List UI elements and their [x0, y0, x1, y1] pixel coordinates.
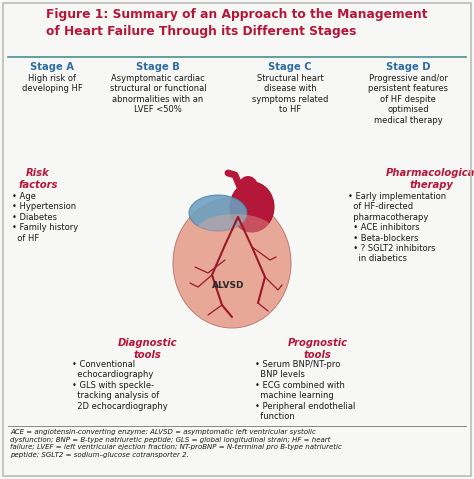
- Text: • Age
• Hypertension
• Diabetes
• Family history
  of HF: • Age • Hypertension • Diabetes • Family…: [12, 192, 78, 242]
- Text: Diagnostic
tools: Diagnostic tools: [118, 338, 178, 360]
- Text: Prognostic
tools: Prognostic tools: [288, 338, 348, 360]
- Ellipse shape: [173, 198, 291, 328]
- Text: • Conventional
  echocardiography
• GLS with speckle-
  tracking analysis of
  2: • Conventional echocardiography • GLS wi…: [72, 360, 168, 411]
- Text: • Serum BNP/NT-pro
  BNP levels
• ECG combined with
  machine learning
• Periphe: • Serum BNP/NT-pro BNP levels • ECG comb…: [255, 360, 356, 421]
- Ellipse shape: [230, 182, 274, 232]
- Text: ALVSD: ALVSD: [212, 281, 244, 289]
- Text: Figure 1: Summary of an Approach to the Management
of Heart Failure Through its : Figure 1: Summary of an Approach to the …: [46, 8, 428, 37]
- Text: Structural heart
disease with
symptoms related
to HF: Structural heart disease with symptoms r…: [252, 74, 328, 114]
- Text: • Early implementation
  of HF-directed
  pharmacotherapy
  • ACE inhibitors
  •: • Early implementation of HF-directed ph…: [348, 192, 446, 263]
- Text: Stage B: Stage B: [136, 62, 180, 72]
- Text: Progressive and/or
persistent features
of HF despite
optimised
medical therapy: Progressive and/or persistent features o…: [368, 74, 448, 125]
- Text: Pharmacological
therapy: Pharmacological therapy: [386, 168, 474, 190]
- Text: Stage C: Stage C: [268, 62, 312, 72]
- Text: Risk
factors: Risk factors: [18, 168, 58, 190]
- Ellipse shape: [189, 195, 247, 231]
- Ellipse shape: [237, 176, 259, 204]
- Text: High risk of
developing HF: High risk of developing HF: [22, 74, 82, 93]
- Ellipse shape: [195, 214, 275, 252]
- Text: Asymptomatic cardiac
structural or functional
abnormalities with an
LVEF <50%: Asymptomatic cardiac structural or funct…: [109, 74, 206, 114]
- Text: ACE = angiotensin-converting enzyme; ALVSD = asymptomatic left ventricular systo: ACE = angiotensin-converting enzyme; ALV…: [10, 429, 342, 458]
- Text: Stage A: Stage A: [30, 62, 74, 72]
- Text: Stage D: Stage D: [386, 62, 430, 72]
